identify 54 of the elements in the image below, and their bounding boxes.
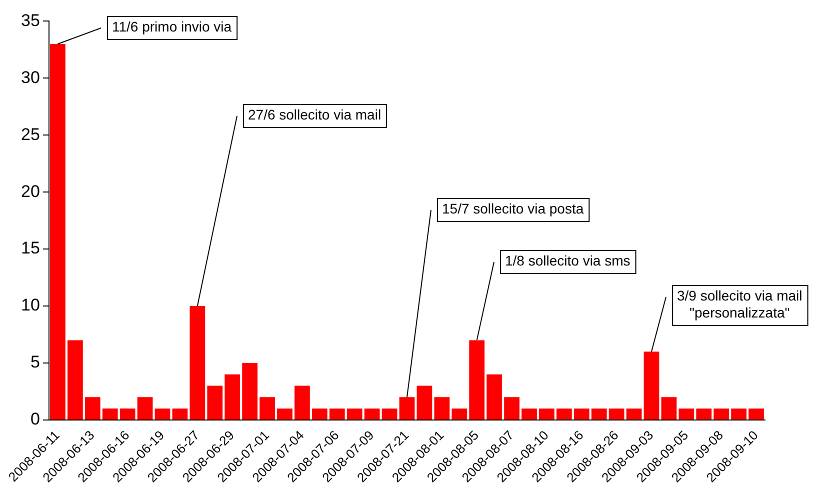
annotation: 1/8 sollecito via sms <box>505 252 630 268</box>
bar <box>644 352 660 420</box>
bar <box>67 340 83 420</box>
bar <box>574 408 590 420</box>
bar <box>346 408 362 420</box>
bar <box>678 408 694 420</box>
bar <box>277 408 292 420</box>
y-tick-label: 10 <box>21 296 40 315</box>
bar <box>329 408 345 420</box>
bar <box>312 408 328 420</box>
bar <box>504 397 520 420</box>
y-tick-label: 35 <box>21 10 40 30</box>
y-tick-label: 20 <box>21 182 40 201</box>
y-tick-label: 5 <box>30 352 40 372</box>
y-tick-label: 30 <box>21 68 40 87</box>
bar <box>120 408 136 420</box>
bar <box>242 362 258 420</box>
bar <box>416 386 432 420</box>
bar <box>608 408 624 420</box>
annotation: 11/6 primo invio via <box>112 18 232 34</box>
bar <box>154 408 170 420</box>
bar <box>469 340 485 420</box>
bar <box>661 397 677 420</box>
bar <box>626 408 642 420</box>
bar <box>591 408 607 420</box>
bar <box>714 408 730 420</box>
bar <box>294 386 310 420</box>
bar <box>84 397 100 420</box>
bar <box>102 408 118 420</box>
bar <box>452 408 468 420</box>
bar <box>190 306 206 420</box>
bar <box>522 408 537 420</box>
bar <box>224 374 240 420</box>
y-tick-label: 0 <box>30 410 40 429</box>
bar <box>434 397 450 420</box>
bar <box>748 408 764 420</box>
bar <box>399 397 415 420</box>
bar <box>260 397 275 420</box>
bar <box>137 397 153 420</box>
bar <box>539 408 554 420</box>
bar <box>696 408 712 420</box>
bar <box>382 408 398 420</box>
bar <box>731 408 746 420</box>
bar <box>486 374 502 420</box>
annotation: 3/9 sollecito via mail "personalizzata" <box>676 287 802 320</box>
bar <box>207 386 223 420</box>
bar <box>556 408 572 420</box>
y-tick-label: 15 <box>21 238 40 258</box>
bar <box>50 44 66 420</box>
y-tick-label: 25 <box>21 124 40 144</box>
bar <box>172 408 188 420</box>
annotation: 15/7 sollecito via posta <box>442 200 584 216</box>
bar <box>364 408 380 420</box>
annotation: 27/6 sollecito via mail <box>248 106 382 122</box>
